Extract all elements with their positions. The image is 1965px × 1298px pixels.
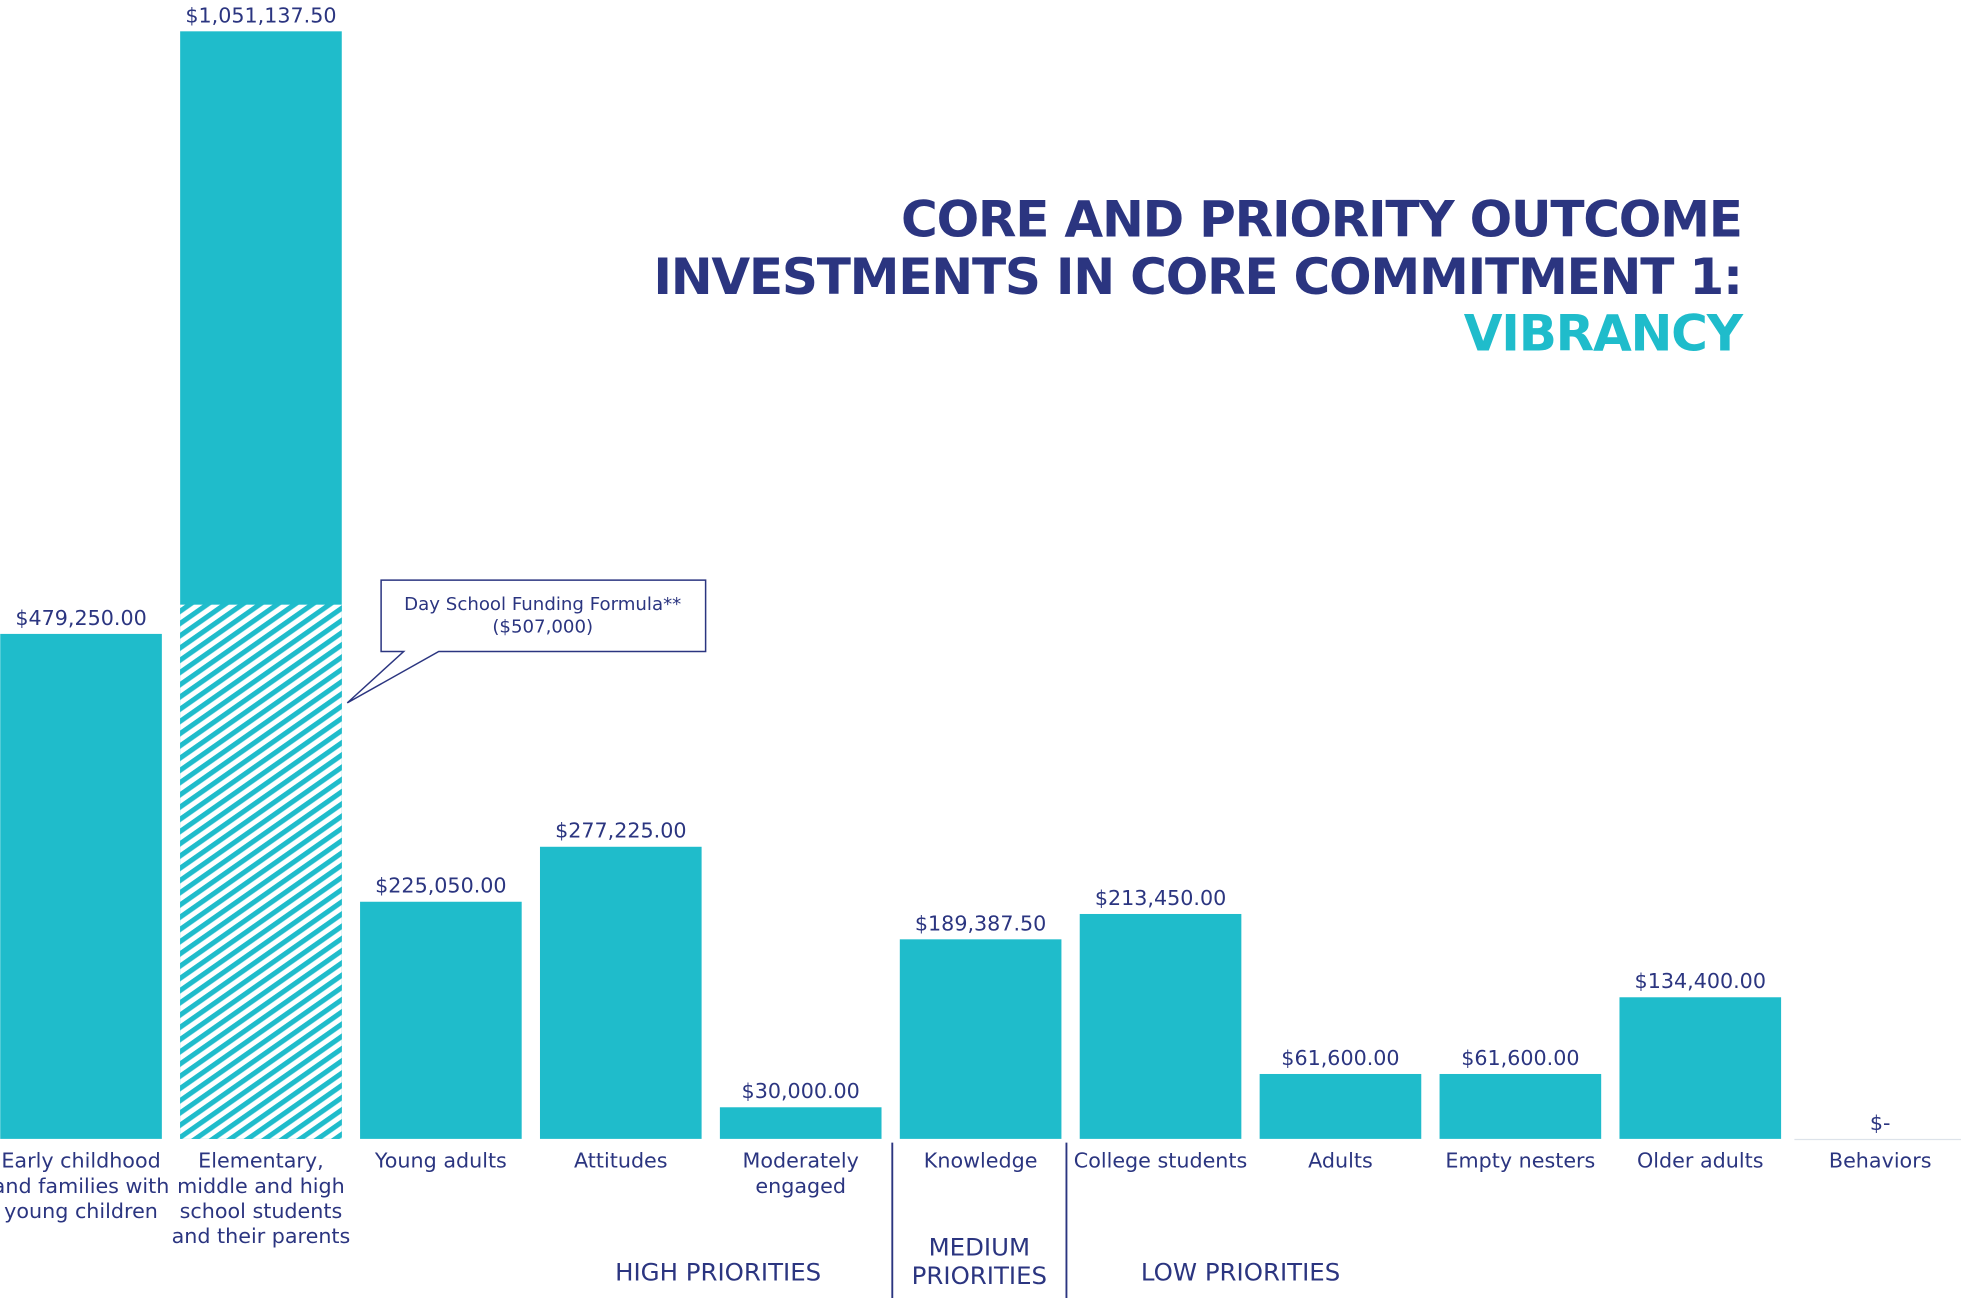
bar (360, 901, 522, 1139)
value-label: $61,600.00 (1281, 1046, 1399, 1070)
x-tick-label-box: Moderately engaged (742, 1148, 859, 1198)
x-tick-label: Older adults (1637, 1148, 1764, 1173)
value-label: $277,225.00 (555, 819, 686, 843)
value-label: $61,600.00 (1461, 1046, 1579, 1070)
group-label: HIGH PRIORITIES (615, 1257, 822, 1287)
value-label: $30,000.00 (742, 1079, 860, 1103)
bar (1439, 1073, 1602, 1139)
annotation-text: Day School Funding Formula** (404, 594, 681, 615)
x-tick-label-box: Knowledge (923, 1148, 1038, 1173)
chart-title: INVESTMENTS IN CORE COMMITMENT 1: (653, 247, 1741, 306)
value-label: $1,051,137.50 (185, 3, 336, 27)
value-label: $- (1870, 1111, 1891, 1135)
value-label: $225,050.00 (375, 874, 506, 898)
x-tick-label-box: Attitudes (573, 1148, 668, 1173)
x-tick-label: Attitudes (573, 1148, 668, 1173)
x-tick-label: Elementary, middle and high school stude… (171, 1148, 351, 1248)
group-label-box: LOW PRIORITIES (1140, 1257, 1341, 1287)
x-tick-label: Knowledge (923, 1148, 1038, 1173)
x-tick-label-box: Elementary, middle and high school stude… (171, 1148, 351, 1248)
bar (719, 1107, 882, 1139)
value-label: $134,400.00 (1635, 969, 1766, 993)
bar (539, 846, 702, 1139)
x-tick-label-box: Older adults (1637, 1148, 1764, 1173)
bar (1259, 1073, 1422, 1139)
value-label: $213,450.00 (1095, 886, 1226, 910)
value-label: $479,250.00 (15, 606, 146, 630)
x-tick-label-box: College students (1073, 1148, 1248, 1173)
group-label-box: HIGH PRIORITIES (615, 1257, 822, 1287)
x-tick-label-box: Young adults (374, 1148, 507, 1173)
chart-title: CORE AND PRIORITY OUTCOME (901, 190, 1742, 249)
group-label: LOW PRIORITIES (1140, 1257, 1341, 1287)
x-tick-label: Early childhood and families with young … (0, 1148, 170, 1223)
bar (0, 633, 162, 1139)
x-tick-label-box: Empty nesters (1445, 1148, 1596, 1173)
x-tick-label: Moderately engaged (742, 1148, 859, 1198)
annotated-segment (180, 604, 342, 1139)
group-label-box: MEDIUM PRIORITIES (911, 1232, 1048, 1291)
bar (1079, 913, 1242, 1139)
x-tick-label-box: Behaviors (1828, 1148, 1932, 1173)
callout (346, 579, 707, 704)
annotation-value: ($507,000) (492, 617, 593, 638)
x-tick-label: Empty nesters (1445, 1148, 1596, 1173)
x-tick-label: Young adults (374, 1148, 507, 1173)
bar (1619, 997, 1782, 1139)
x-tick-label-box: Early childhood and families with young … (0, 1148, 170, 1223)
bar (899, 939, 1062, 1139)
group-label: MEDIUM PRIORITIES (911, 1232, 1048, 1291)
value-label: $189,387.50 (915, 911, 1046, 935)
x-tick-label: Adults (1308, 1148, 1373, 1173)
x-tick-label-box: Adults (1308, 1148, 1373, 1173)
chart-title-highlight: VIBRANCY (1464, 304, 1744, 363)
x-tick-label: College students (1073, 1148, 1248, 1173)
x-tick-label: Behaviors (1828, 1148, 1932, 1173)
